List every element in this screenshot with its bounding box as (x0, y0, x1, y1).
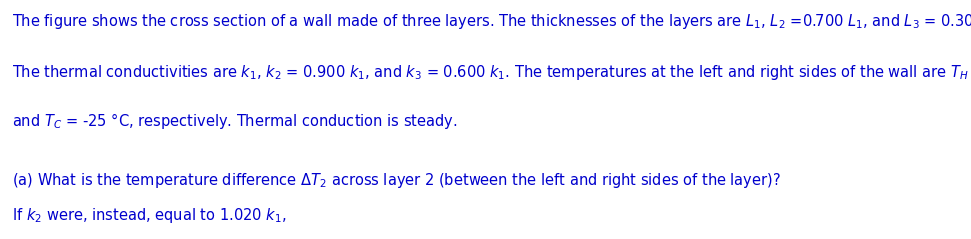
Text: and $T_C$ = -25 °C, respectively. Thermal conduction is steady.: and $T_C$ = -25 °C, respectively. Therma… (12, 111, 457, 131)
Text: The thermal conductivities are $k_1$, $k_2$ = 0.900 $k_1$, and $k_3$ = 0.600 $k_: The thermal conductivities are $k_1$, $k… (12, 62, 971, 82)
Text: The figure shows the cross section of a wall made of three layers. The thickness: The figure shows the cross section of a … (12, 12, 971, 31)
Text: If $k_2$ were, instead, equal to 1.020 $k_1$,: If $k_2$ were, instead, equal to 1.020 $… (12, 206, 286, 224)
Text: (a) What is the temperature difference $\Delta T_2$ across layer 2 (between the : (a) What is the temperature difference $… (12, 171, 781, 190)
